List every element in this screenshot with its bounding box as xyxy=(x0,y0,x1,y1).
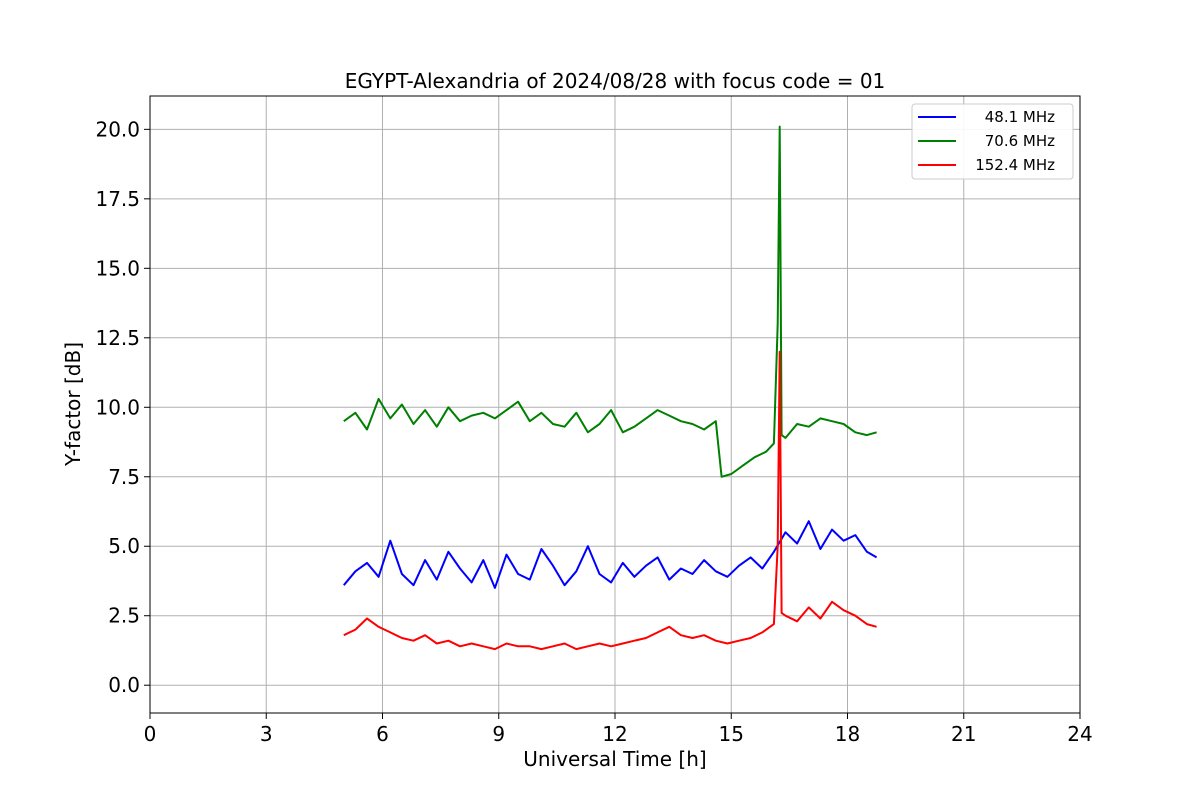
x-tick-label: 3 xyxy=(260,722,273,746)
y-tick-label: 7.5 xyxy=(108,465,140,489)
x-tick-label: 9 xyxy=(492,722,505,746)
x-tick-label: 18 xyxy=(835,722,860,746)
x-tick-label: 0 xyxy=(144,722,157,746)
y-tick-label: 2.5 xyxy=(108,604,140,628)
legend-box xyxy=(911,103,1074,180)
x-tick-label: 12 xyxy=(602,722,627,746)
legend-label-1: 48.1 MHz xyxy=(985,108,1055,126)
x-axis-title: Universal Time [h] xyxy=(523,747,706,771)
y-tick-label: 12.5 xyxy=(95,326,140,350)
y-tick-label: 15.0 xyxy=(95,256,140,280)
y-tick-label: 0.0 xyxy=(108,673,140,697)
y-axis-title: Y-factor [dB] xyxy=(61,342,85,467)
legend-label-3: 152.4 MHz xyxy=(975,156,1055,174)
y-tick-label: 10.0 xyxy=(95,395,140,419)
legend-label-2: 70.6 MHz xyxy=(985,132,1055,150)
chart-title: EGYPT-Alexandria of 2024/08/28 with focu… xyxy=(345,69,886,93)
x-axis: 0 3 6 9 12 15 18 21 24 xyxy=(144,713,1093,746)
x-tick-label: 15 xyxy=(719,722,744,746)
series-line-3 xyxy=(343,350,877,651)
y-tick-label: 5.0 xyxy=(108,534,140,558)
x-tick-label: 21 xyxy=(951,722,976,746)
series-line-1 xyxy=(343,520,878,589)
y-tick-label: 17.5 xyxy=(95,187,140,211)
y-tick-label: 20.0 xyxy=(95,117,140,141)
x-tick-label: 6 xyxy=(376,722,389,746)
x-tick-label: 24 xyxy=(1067,722,1092,746)
y-axis: 0.0 2.5 5.0 7.5 10.0 12.5 15.0 17.5 20.0 xyxy=(95,117,150,697)
series-layer xyxy=(343,125,878,651)
legend: 48.1 MHz 70.6 MHz 152.4 MHz xyxy=(911,103,1074,180)
series-line-2 xyxy=(343,125,877,478)
